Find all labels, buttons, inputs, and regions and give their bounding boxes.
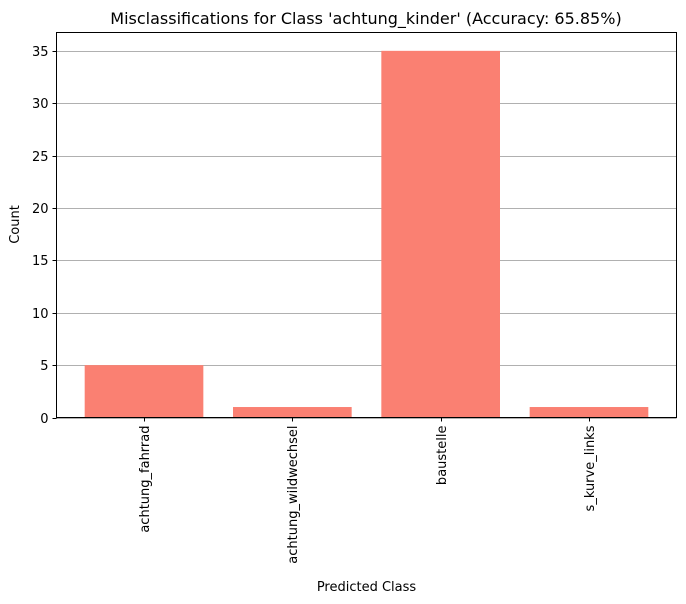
y-tick-label: 15 <box>32 254 49 269</box>
y-tick-label: 30 <box>32 97 49 112</box>
bar-baustelle <box>381 50 500 418</box>
x-tick-label: baustelle <box>435 426 450 486</box>
bar-achtung-wildwechsel <box>233 407 352 418</box>
x-tick-label: achtung_fahrrad <box>138 426 153 533</box>
axes-layer <box>56 32 677 418</box>
y-axis-label: Count <box>8 205 23 244</box>
y-tick-label: 35 <box>32 45 49 60</box>
y-tick-label: 0 <box>40 412 48 427</box>
y-tick-label: 20 <box>32 202 49 217</box>
y-axis-ticks: 0 5 10 15 20 25 30 35 <box>32 45 57 427</box>
bars-layer <box>84 50 649 418</box>
x-axis-label: Predicted Class <box>317 580 417 595</box>
x-tick-label: s_kurve_links <box>583 425 598 511</box>
chart-title: Misclassifications for Class 'achtung_ki… <box>110 9 621 29</box>
bar-s-kurve-links <box>529 407 649 418</box>
y-tick-label: 25 <box>32 150 49 165</box>
y-tick-label: 5 <box>40 359 48 374</box>
x-axis-ticks: achtung_fahrrad achtung_wildwechsel bauste… <box>138 417 598 564</box>
bar-achtung-fahrrad <box>84 365 204 418</box>
y-tick-label: 10 <box>32 307 49 322</box>
plot-frame <box>56 32 677 418</box>
grid-layer <box>56 51 677 419</box>
x-tick-label: achtung_wildwechsel <box>286 426 301 564</box>
